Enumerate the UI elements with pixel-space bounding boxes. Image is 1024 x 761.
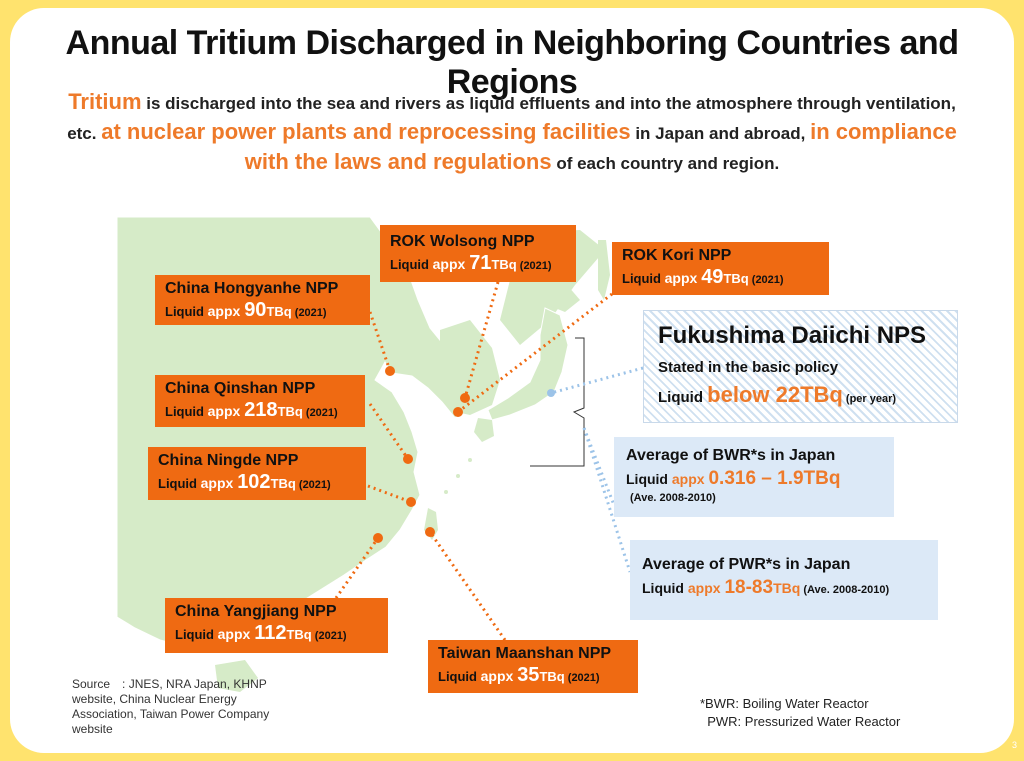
pwr-name: Average of PWR*s in Japan — [642, 556, 851, 573]
intro-line1: is discharged into the sea and rivers as… — [141, 94, 956, 113]
plant-name: China Yangjiang NPP — [175, 603, 337, 620]
intro-hl-compliance: in compliance — [810, 119, 957, 144]
label-kori: ROK Kori NPP Liquid appx 49TBq (2021) — [612, 242, 829, 295]
label-yangjiang: China Yangjiang NPP Liquid appx 112TBq (… — [165, 598, 388, 653]
plant-name: China Ningde NPP — [158, 452, 299, 469]
plant-liquid: Liquid appx 49TBq (2021) — [622, 266, 784, 288]
plant-name: ROK Wolsong NPP — [390, 233, 535, 250]
intro-text: Tritium is discharged into the sea and r… — [40, 88, 984, 178]
japan-kyushu — [474, 418, 494, 442]
hongyanhe-dot — [385, 366, 395, 376]
fukushima-name: Fukushima Daiichi NPS — [658, 322, 927, 349]
page-number: 3 — [1012, 740, 1018, 750]
label-qinshan: China Qinshan NPP Liquid appx 218TBq (20… — [155, 375, 365, 427]
maanshan-dot — [425, 527, 435, 537]
japan-hokkaido — [548, 286, 580, 312]
bwr-liquid: Liquid appx 0.316 – 1.9TBq — [626, 468, 841, 489]
page-title: Annual Tritium Discharged in Neighboring… — [65, 24, 959, 101]
label-wolsong: ROK Wolsong NPP Liquid appx 71TBq (2021) — [380, 225, 576, 282]
label-hongyanhe: China Hongyanhe NPP Liquid appx 90TBq (2… — [155, 275, 370, 325]
plant-name: China Hongyanhe NPP — [165, 280, 339, 297]
bwr-years: (Ave. 2008-2010) — [630, 492, 716, 504]
plant-liquid: Liquid appx 218TBq (2021) — [165, 399, 338, 421]
intro-line2: etc. — [67, 124, 102, 143]
label-ningde: China Ningde NPP Liquid appx 102TBq (202… — [148, 447, 366, 500]
plant-liquid: Liquid appx 35TBq (2021) — [438, 664, 600, 686]
bwr-footnote: *BWR: Boiling Water Reactor — [700, 696, 869, 711]
pwr-average-box: Average of PWR*s in Japan Liquid appx 18… — [630, 540, 938, 620]
japan-bracket — [530, 337, 585, 467]
hainan-island — [215, 660, 258, 692]
plant-liquid: Liquid appx 102TBq (2021) — [158, 471, 331, 493]
plant-name: China Qinshan NPP — [165, 380, 316, 397]
kori-dot — [453, 407, 463, 417]
source-note: Source : JNES, NRA Japan, KHNP website, … — [72, 677, 270, 736]
plant-liquid: Liquid appx 90TBq (2021) — [165, 299, 327, 321]
fukushima-liquid: Liquid below 22TBq (per year) — [658, 382, 897, 407]
intro-hl-tritium: Tritium — [68, 89, 142, 114]
korea-peninsula — [440, 320, 500, 415]
intro-hl-laws: with the laws and regulations — [244, 149, 552, 174]
fukushima-stated: Stated in the basic policy — [658, 359, 839, 376]
intro-line4: of each country and region. — [551, 154, 780, 173]
pwr-liquid: Liquid appx 18-83TBq (Ave. 2008-2010) — [642, 577, 890, 598]
fukushima-dot — [547, 389, 555, 397]
intro-line3: in Japan and abroad, — [630, 124, 811, 143]
plant-liquid: Liquid appx 71TBq (2021) — [390, 252, 552, 274]
sakhalin-island — [598, 240, 610, 300]
fukushima-box: Fukushima Daiichi NPS Stated in the basi… — [643, 310, 958, 423]
plant-name: Taiwan Maanshan NPP — [438, 645, 612, 662]
plant-liquid: Liquid appx 112TBq (2021) — [175, 622, 347, 644]
bwr-name: Average of BWR*s in Japan — [626, 447, 836, 464]
plant-name: ROK Kori NPP — [622, 247, 732, 264]
bwr-average-box: Average of BWR*s in Japan Liquid appx 0.… — [614, 437, 894, 517]
intro-hl-facilities: at nuclear power plants and reprocessing… — [101, 119, 631, 144]
pwr-footnote: PWR: Pressurized Water Reactor — [700, 714, 901, 729]
label-maanshan: Taiwan Maanshan NPP Liquid appx 35TBq (2… — [428, 640, 638, 693]
footnotes: *BWR: Boiling Water Reactor PWR: Pressur… — [700, 695, 900, 731]
